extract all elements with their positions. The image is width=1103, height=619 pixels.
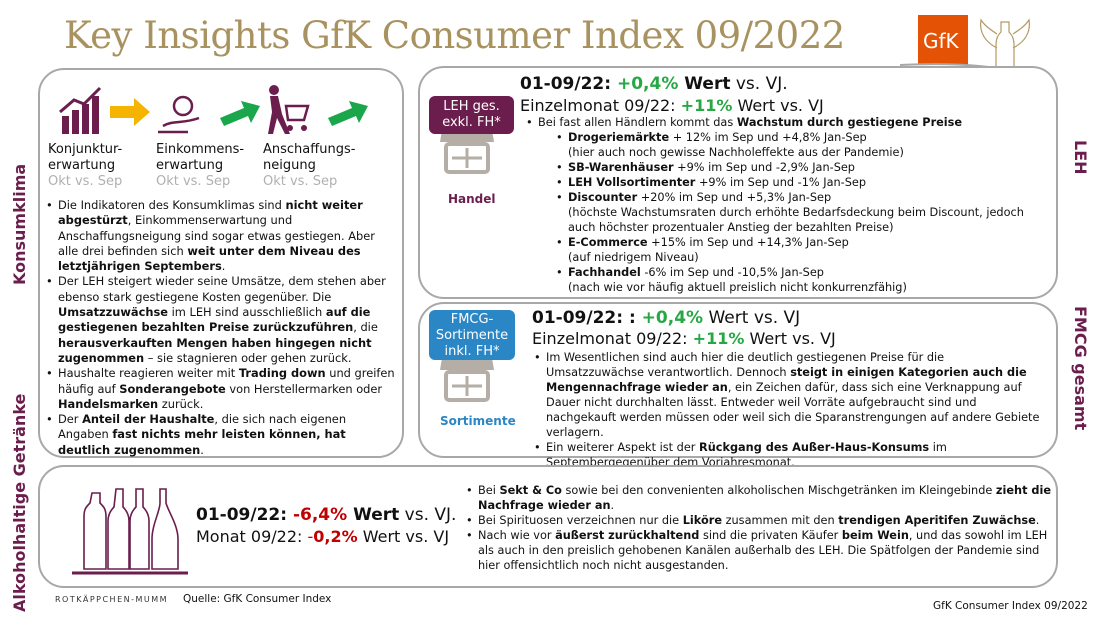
indicator-konjunktur: Konjunktur-erwartung Okt vs. Sep <box>48 142 123 189</box>
chart-growth-icon <box>59 86 102 134</box>
fmcg-headline-ytd: 01-09/22: : +0,4% Wert vs. VJ <box>532 308 801 328</box>
list-item: Der Anteil der Haushalte, die sich nach … <box>44 412 396 458</box>
arrow-green-icon <box>328 101 368 126</box>
side-label-konsumklima: Konsumklima <box>10 163 29 285</box>
list-item: Haushalte reagieren weiter mit Trading d… <box>44 366 396 412</box>
alkohol-bullets: Bei Sekt & Co sowie bei den convenienten… <box>464 483 1054 573</box>
side-label-fmcg: FMCG gesamt <box>1071 306 1090 431</box>
company-logo-text: ROTKÄPPCHEN-MUMM <box>55 595 169 604</box>
list-item: E-Commerce +15% im Sep und +14,3% Jan-Se… <box>554 235 1044 265</box>
fmcg-panel: FMCG- Sortimente inkl. FH* Sortimente 01-0… <box>418 302 1058 469</box>
arrow-green-icon <box>220 101 260 126</box>
list-item: Fachhandel -6% im Sep und -10,5% Jan-Sep… <box>554 265 1044 295</box>
leh-panel: LEH ges. exkl. FH* Handel 01-09/22: +0,4%… <box>418 66 1058 299</box>
fmcg-bullets: Im Wesentlichen sind auch hier die deutl… <box>532 350 1042 470</box>
list-item: Bei fast allen Händlern kommt das Wachst… <box>524 115 1044 295</box>
list-item: LEH Vollsortimenter +9% im Sep und -1% J… <box>554 175 1044 190</box>
indicator-anschaffung: Anschaffungs-neigung Okt vs. Sep <box>263 142 356 189</box>
fmcg-headline-month: Einzelmonat 09/22: +11% Wert vs. VJ <box>532 329 836 348</box>
list-item: Nach wie vor äußerst zurückhaltend sind … <box>464 528 1054 573</box>
indicator-einkommen: Einkommens-erwartung Okt vs. Sep <box>156 142 245 189</box>
alkohol-headline-month: Monat 09/22: -0,2% Wert vs. VJ <box>196 527 450 546</box>
leh-tag: LEH ges. exkl. FH* <box>429 96 514 134</box>
money-hand-icon <box>158 95 200 134</box>
side-label-leh: LEH <box>1071 140 1090 175</box>
list-item: Bei Sekt & Co sowie bei den convenienten… <box>464 483 1054 513</box>
store-icon <box>440 130 494 174</box>
icon-label-handel: Handel <box>448 192 496 206</box>
list-item: Bei Spirituosen verzeichnen nur die Likö… <box>464 513 1054 528</box>
list-item: Drogeriemärkte + 12% im Sep und +4,8% Ja… <box>554 130 1044 160</box>
leh-headline-month: Einzelmonat 09/22: +11% Wert vs. VJ <box>520 96 824 115</box>
source-note: Quelle: GfK Consumer Index <box>183 593 332 605</box>
alkohol-headline-ytd: 01-09/22: -6,4% Wert vs. VJ. <box>196 505 457 525</box>
bottles-icon <box>72 488 188 575</box>
icon-label-sortimente: Sortimente <box>440 414 516 428</box>
store-icon <box>440 358 494 402</box>
indicator-icons <box>59 85 368 134</box>
leh-bullets: Bei fast allen Händlern kommt das Wachst… <box>524 115 1044 295</box>
list-item: Die Indikatoren des Konsumklimas sind ni… <box>44 198 396 274</box>
list-item: Der LEH steigert wieder seine Umsätze, d… <box>44 274 396 366</box>
list-item: SB-Warenhäuser +9% im Sep und -2,9% Jan-… <box>554 160 1044 175</box>
leh-headline-ytd: 01-09/22: +0,4% Wert vs. VJ. <box>520 74 788 94</box>
page-title: Key Insights GfK Consumer Index 09/2022 <box>64 14 845 57</box>
arrow-yellow-icon <box>110 98 150 126</box>
footer-right: GfK Consumer Index 09/2022 <box>933 600 1088 612</box>
side-label-alkohol: Alkoholhaltige Getränke <box>10 393 29 612</box>
konsumklima-bullets: Die Indikatoren des Konsumklimas sind ni… <box>44 198 396 458</box>
list-item: Im Wesentlichen sind auch hier die deutl… <box>532 350 1042 440</box>
gfk-logo: GfK <box>918 15 968 65</box>
list-item: Discounter +20% im Sep und +5,3% Jan-Sep… <box>554 190 1044 235</box>
alkohol-panel: 01-09/22: -6,4% Wert vs. VJ. Monat 09/22… <box>38 465 1058 588</box>
konsumklima-panel: Konjunktur-erwartung Okt vs. Sep Einkomme… <box>38 68 404 458</box>
fmcg-tag: FMCG- Sortimente inkl. FH* <box>429 310 515 360</box>
shopping-cart-person-icon <box>268 85 310 134</box>
